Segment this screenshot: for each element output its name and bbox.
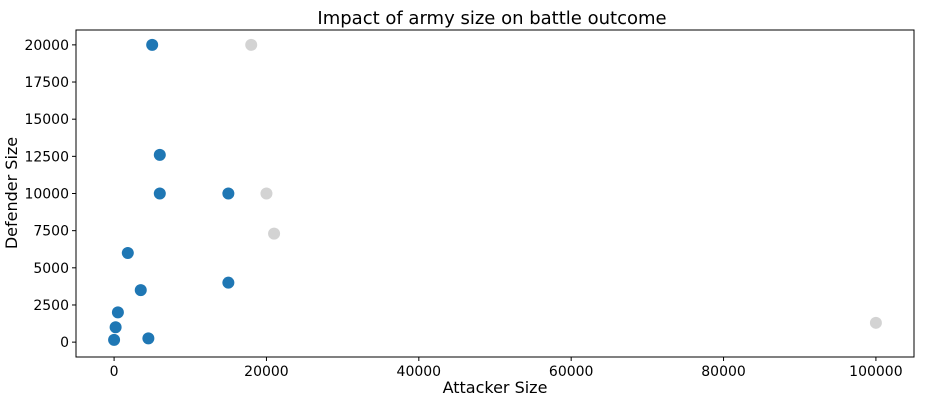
x-tick-label: 20000 — [244, 364, 289, 380]
data-point-blue — [142, 332, 155, 345]
data-points — [108, 38, 882, 346]
data-point-blue — [111, 306, 124, 319]
x-tick-label: 60000 — [549, 364, 594, 380]
y-tick-label: 10000 — [24, 187, 69, 203]
data-point-blue — [146, 38, 159, 51]
x-tick-label: 40000 — [397, 364, 442, 380]
data-point-blue — [153, 187, 166, 200]
x-tick-label: 100000 — [849, 364, 902, 380]
plot-frame — [75, 29, 915, 358]
data-point-gray — [245, 38, 258, 51]
y-tick-label: 17500 — [24, 75, 69, 91]
data-point-gray — [869, 316, 882, 329]
data-point-blue — [121, 246, 134, 259]
data-point-blue — [153, 148, 166, 161]
x-axis-label: Attacker Size — [443, 378, 548, 397]
data-point-blue — [222, 276, 235, 289]
y-tick-label: 5000 — [33, 261, 69, 277]
y-tick-label: 15000 — [24, 112, 69, 128]
y-tick-label: 12500 — [24, 149, 69, 165]
data-point-blue — [134, 284, 147, 297]
data-point-gray — [260, 187, 273, 200]
y-tick-label: 7500 — [33, 224, 69, 240]
x-tick-label: 0 — [110, 364, 119, 380]
y-axis-label: Defender Size — [2, 137, 21, 249]
y-tick-label: 0 — [60, 335, 69, 351]
data-point-blue — [108, 333, 121, 346]
x-tick-label: 80000 — [701, 364, 746, 380]
data-point-blue — [109, 321, 122, 334]
data-point-blue — [222, 187, 235, 200]
y-tick-label: 2500 — [33, 298, 69, 314]
chart-title: Impact of army size on battle outcome — [317, 8, 666, 29]
data-point-gray — [268, 227, 281, 240]
y-tick-label: 20000 — [24, 38, 69, 54]
axis-ticks: 0 20000 40000 60000 80000 100000 0 2500 5000 7500… — [24, 38, 902, 380]
